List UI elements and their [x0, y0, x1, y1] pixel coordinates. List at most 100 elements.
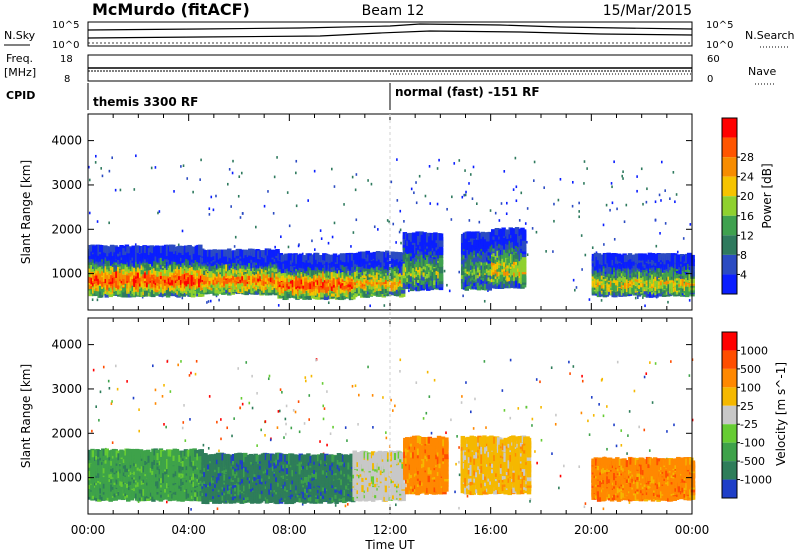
scatter-cell: [505, 212, 508, 216]
range-cell: [116, 269, 122, 277]
scatter-cell: [669, 197, 671, 201]
scatter-cell: [242, 212, 244, 215]
scatter-cell: [313, 169, 316, 173]
range-cell: [438, 274, 444, 282]
scatter-cell: [524, 222, 527, 225]
scatter-cell: [101, 174, 104, 178]
scatter-cell: [351, 175, 354, 179]
scatter-cell: [642, 296, 644, 299]
scatter-cell: [396, 158, 398, 161]
range-cell: [181, 280, 187, 288]
scatter-cell: [586, 167, 588, 170]
scatter-cell: [410, 187, 413, 191]
scatter-cell: [578, 210, 580, 213]
scatter-cell: [469, 173, 472, 176]
scatter-cell: [545, 250, 547, 253]
scatter-cell: [267, 190, 269, 193]
scatter-cell: [494, 211, 497, 215]
scatter-cell: [388, 220, 391, 224]
range-cell: [438, 257, 444, 265]
range-cell: [248, 252, 253, 260]
scatter-cell: [108, 169, 111, 173]
scatter-cell: [331, 167, 333, 171]
scatter-cell: [553, 219, 555, 223]
range-cell: [248, 268, 253, 276]
scatter-cell: [518, 219, 521, 222]
scatter-cell: [277, 304, 280, 307]
range-cell: [438, 244, 444, 252]
scatter-cell: [436, 202, 439, 206]
power-data-layer: [88, 154, 695, 308]
range-cell: [618, 279, 623, 287]
scatter-cell: [215, 194, 217, 198]
scatter-cell: [295, 159, 298, 163]
scatter-cell: [237, 194, 240, 198]
scatter-cell: [506, 201, 508, 205]
scatter-cell: [186, 177, 189, 180]
scatter-cell: [450, 218, 453, 221]
nave-tick-top: 60: [707, 54, 720, 65]
scatter-cell: [333, 185, 336, 188]
scatter-cell: [603, 243, 605, 246]
scatter-cell: [355, 173, 358, 176]
scatter-cell: [181, 229, 184, 233]
scatter-cell: [210, 195, 213, 199]
range-cell: [174, 262, 180, 270]
range-cell: [402, 232, 408, 240]
scatter-cell: [520, 191, 523, 195]
scatter-cell: [88, 211, 91, 215]
scatter-cell: [645, 200, 648, 204]
scatter-cell: [512, 188, 515, 191]
scatter-cell: [133, 188, 136, 191]
scatter-cell: [674, 200, 676, 204]
scatter-cell: [231, 171, 234, 175]
nave-tick-bottom: 0: [707, 74, 713, 85]
scatter-cell: [352, 231, 355, 234]
range-cell: [116, 257, 122, 265]
scatter-cell: [533, 160, 536, 164]
range-cell: [214, 286, 219, 294]
scatter-cell: [583, 160, 586, 163]
scatter-cell: [465, 190, 467, 194]
scatter-cell: [498, 219, 501, 222]
scatter-cell: [463, 193, 465, 197]
scatter-cell: [611, 201, 614, 205]
scatter-cell: [234, 235, 237, 239]
scatter-cell: [199, 178, 201, 181]
scatter-cell: [350, 245, 352, 248]
range-cell: [284, 270, 289, 278]
scatter-cell: [557, 198, 560, 202]
scatter-cell: [135, 154, 137, 158]
scatter-cell: [478, 220, 481, 224]
range-cell: [116, 246, 122, 254]
scatter-cell: [636, 189, 638, 193]
range-cell: [607, 253, 613, 261]
scatter-cell: [428, 165, 431, 168]
range-cell: [415, 231, 420, 239]
scatter-cell: [209, 299, 212, 303]
range-cell: [348, 274, 354, 282]
range-cell: [390, 270, 395, 278]
scatter-cell: [655, 244, 658, 248]
range-cell: [244, 279, 249, 287]
range-cell: [248, 260, 253, 268]
beam-title: Beam 12: [362, 3, 425, 19]
scatter-cell: [180, 165, 182, 168]
range-cell: [663, 257, 668, 265]
scatter-cell: [182, 164, 185, 168]
range-cell: [325, 286, 330, 294]
scatter-cell: [514, 156, 517, 160]
scatter-cell: [212, 208, 215, 212]
scatter-cell: [583, 182, 585, 185]
range-cell: [336, 266, 341, 274]
range-cell: [348, 252, 354, 260]
scatter-cell: [622, 170, 624, 174]
range-cell: [521, 265, 527, 273]
date-title: 15/Mar/2015: [603, 3, 692, 19]
range-cell: [663, 282, 668, 290]
scatter-cell: [578, 215, 580, 219]
nave-label: Nave: [748, 65, 776, 78]
scatter-cell: [533, 179, 535, 182]
scatter-cell: [660, 160, 663, 164]
